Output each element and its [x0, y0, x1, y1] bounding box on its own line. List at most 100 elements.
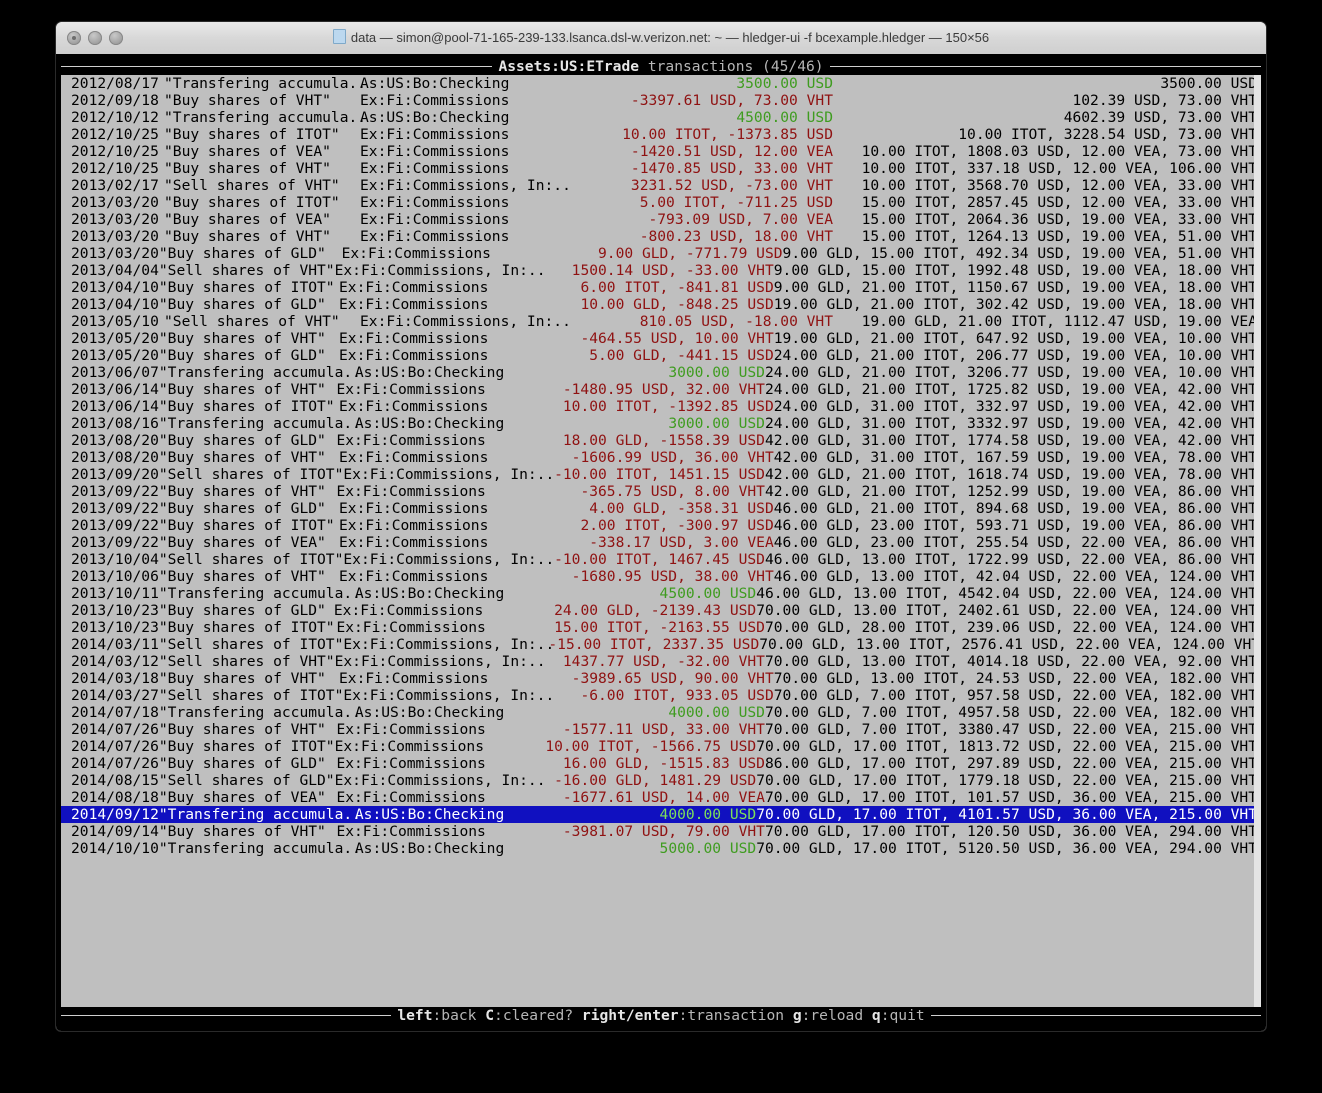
table-row[interactable]: 2013/06/07 "Transfering accumula.. As:US:B… — [61, 364, 1261, 381]
table-row[interactable]: 2013/03/20 "Buy shares of VHT" Ex:Fi:Commi… — [61, 228, 1261, 245]
close-button[interactable] — [67, 31, 81, 45]
row-balance: 46.00 GLD, 21.00 ITOT, 894.68 USD, 19.00… — [773, 500, 1257, 517]
table-row[interactable]: 2012/10/25 "Buy shares of VEA" Ex:Fi:Commi… — [61, 143, 1261, 160]
table-row[interactable]: 2014/09/12 "Transfering accumula.. As:US:B… — [61, 806, 1261, 823]
row-amount: -1680.95 USD, 38.00 VHT — [571, 568, 774, 585]
window-titlebar[interactable]: data — simon@pool-71-165-239-133.lsanca.… — [56, 22, 1266, 55]
row-description: "Transfering accumula.. — [164, 75, 367, 92]
table-row[interactable]: 2013/05/20 "Buy shares of VHT" Ex:Fi:Commi… — [61, 330, 1261, 347]
table-row[interactable]: 2014/08/18 "Buy shares of VEA" Ex:Fi:Commi… — [61, 789, 1261, 806]
row-amount: -3989.65 USD, 90.00 VHT — [571, 670, 774, 687]
table-row[interactable]: 2013/09/22 "Buy shares of GLD" Ex:Fi:Commi… — [61, 500, 1261, 517]
table-row[interactable]: 2013/08/20 "Buy shares of VHT" Ex:Fi:Commi… — [61, 449, 1261, 466]
table-row[interactable]: 2013/06/14 "Buy shares of ITOT" Ex:Fi:Comm… — [61, 398, 1261, 415]
row-amount: -365.75 USD, 8.00 VHT — [580, 483, 765, 500]
row-description: "Buy shares of VHT" — [164, 228, 331, 245]
table-row[interactable]: 2013/08/20 "Buy shares of GLD" Ex:Fi:Commi… — [61, 432, 1261, 449]
table-row[interactable]: 2014/03/18 "Buy shares of VHT" Ex:Fi:Commi… — [61, 670, 1261, 687]
minimize-button[interactable] — [88, 31, 102, 45]
table-row[interactable]: 2014/08/15 "Sell shares of GLD" Ex:Fi:Comm… — [61, 772, 1261, 789]
table-row[interactable]: 2013/10/04 "Sell shares of ITOT" Ex:Fi:Com… — [61, 551, 1261, 568]
row-description: "Transfering accumula.. — [158, 806, 361, 823]
table-row[interactable]: 2013/05/20 "Buy shares of GLD" Ex:Fi:Commi… — [61, 347, 1261, 364]
scrollbar-gutter[interactable] — [1254, 75, 1261, 1007]
table-row[interactable]: 2014/07/18 "Transfering accumula.. As:US:B… — [61, 704, 1261, 721]
table-row[interactable]: 2012/10/25 "Buy shares of VHT" Ex:Fi:Commi… — [61, 160, 1261, 177]
row-account: Ex:Fi:Commissions — [336, 789, 486, 806]
table-row[interactable]: 2013/09/22 "Buy shares of ITOT" Ex:Fi:Comm… — [61, 517, 1261, 534]
footer-action-cleared-: :cleared? — [494, 1007, 574, 1024]
footer-keybindings[interactable]: left:back C:cleared? right/enter:transac… — [391, 1007, 930, 1024]
row-amount: 1500.14 USD, -33.00 VHT — [571, 262, 774, 279]
row-amount: 3000.00 USD — [668, 415, 765, 432]
row-amount: -1577.11 USD, 33.00 VHT — [562, 721, 765, 738]
row-account: Ex:Fi:Commissions — [339, 279, 489, 296]
footer-action-quit: :quit — [880, 1007, 925, 1024]
table-row[interactable]: 2014/07/26 "Buy shares of GLD" Ex:Fi:Commi… — [61, 755, 1261, 772]
window-title: data — simon@pool-71-165-239-133.lsanca.… — [56, 22, 1266, 53]
row-date: 2014/07/26 — [71, 738, 159, 755]
row-description: "Buy shares of VEA" — [164, 211, 331, 228]
row-account: Ex:Fi:Commissions — [360, 211, 510, 228]
row-balance: 19.00 GLD, 21.00 ITOT, 647.92 USD, 19.00… — [773, 330, 1257, 347]
footer-key-left[interactable]: left — [397, 1007, 433, 1024]
table-row[interactable]: 2013/03/20 "Buy shares of GLD" Ex:Fi:Commi… — [61, 245, 1261, 262]
table-row[interactable]: 2012/10/12 "Transfering accumula.. As:US:B… — [61, 109, 1261, 126]
table-row[interactable]: 2013/10/23 "Buy shares of GLD" Ex:Fi:Commi… — [61, 602, 1261, 619]
table-row[interactable]: 2013/04/10 "Buy shares of ITOT" Ex:Fi:Comm… — [61, 279, 1261, 296]
table-row[interactable]: 2014/03/11 "Sell shares of ITOT" Ex:Fi:Com… — [61, 636, 1261, 653]
table-row[interactable]: 2013/03/20 "Buy shares of VEA" Ex:Fi:Commi… — [61, 211, 1261, 228]
row-description: "Sell shares of ITOT" — [158, 466, 344, 483]
table-row[interactable]: 2014/10/10 "Transfering accumula.. As:US:B… — [61, 840, 1261, 857]
zoom-button[interactable] — [109, 31, 123, 45]
table-row[interactable]: 2013/02/17 "Sell shares of VHT" Ex:Fi:Comm… — [61, 177, 1261, 194]
row-date: 2013/06/14 — [71, 381, 159, 398]
window-controls[interactable] — [67, 31, 123, 45]
row-description: "Sell shares of ITOT" — [158, 687, 344, 704]
hledger-ui-screen[interactable]: Assets:US:ETrade transactions (45/46) 20… — [61, 58, 1261, 1024]
row-account: Ex:Fi:Commissions — [339, 296, 489, 313]
table-row[interactable]: 2013/10/23 "Buy shares of ITOT" Ex:Fi:Comm… — [61, 619, 1261, 636]
table-row[interactable]: 2013/09/20 "Sell shares of ITOT" Ex:Fi:Com… — [61, 466, 1261, 483]
row-account: Ex:Fi:Commissions — [339, 670, 489, 687]
table-row[interactable]: 2013/03/20 "Buy shares of ITOT" Ex:Fi:Comm… — [61, 194, 1261, 211]
table-row[interactable]: 2012/10/25 "Buy shares of ITOT" Ex:Fi:Comm… — [61, 126, 1261, 143]
footer-action-transaction: :transaction — [678, 1007, 785, 1024]
row-balance: 46.00 GLD, 23.00 ITOT, 593.71 USD, 19.00… — [773, 517, 1257, 534]
table-row[interactable]: 2012/08/17 "Transfering accumula.. As:US:B… — [61, 75, 1261, 92]
table-row[interactable]: 2014/09/14 "Buy shares of VHT" Ex:Fi:Commi… — [61, 823, 1261, 840]
row-description: "Sell shares of VHT" — [158, 262, 335, 279]
footer-key-g[interactable]: g — [792, 1007, 802, 1024]
header-account: Assets:US:ETrade — [498, 58, 640, 75]
transaction-list[interactable]: 2012/08/17 "Transfering accumula.. As:US:B… — [61, 75, 1261, 1007]
table-row[interactable]: 2013/09/22 "Buy shares of VHT" Ex:Fi:Commi… — [61, 483, 1261, 500]
row-account: Ex:Fi:Commissions — [334, 738, 484, 755]
row-balance: 9.00 GLD, 15.00 ITOT, 492.34 USD, 19.00 … — [782, 245, 1257, 262]
table-row[interactable]: 2014/07/26 "Buy shares of VHT" Ex:Fi:Commi… — [61, 721, 1261, 738]
table-row[interactable]: 2013/08/16 "Transfering accumula.. As:US:B… — [61, 415, 1261, 432]
row-balance: 46.00 GLD, 13.00 ITOT, 1722.99 USD, 22.0… — [764, 551, 1257, 568]
table-row[interactable]: 2014/03/12 "Sell shares of VHT" Ex:Fi:Comm… — [61, 653, 1261, 670]
row-date: 2012/08/17 — [71, 75, 159, 92]
row-account: Ex:Fi:Commissions, In:.. — [334, 772, 546, 789]
footer-key-q[interactable]: q — [871, 1007, 881, 1024]
table-row[interactable]: 2014/03/27 "Sell shares of ITOT" Ex:Fi:Com… — [61, 687, 1261, 704]
table-row[interactable]: 2013/06/14 "Buy shares of VHT" Ex:Fi:Commi… — [61, 381, 1261, 398]
table-row[interactable]: 2014/07/26 "Buy shares of ITOT" Ex:Fi:Comm… — [61, 738, 1261, 755]
table-row[interactable]: 2013/04/04 "Sell shares of VHT" Ex:Fi:Comm… — [61, 262, 1261, 279]
table-row[interactable]: 2013/10/11 "Transfering accumula.. As:US:B… — [61, 585, 1261, 602]
row-balance: 42.00 GLD, 31.00 ITOT, 1774.58 USD, 19.0… — [764, 432, 1257, 449]
table-row[interactable]: 2013/09/22 "Buy shares of VEA" Ex:Fi:Commi… — [61, 534, 1261, 551]
table-row[interactable]: 2013/10/06 "Buy shares of VHT" Ex:Fi:Commi… — [61, 568, 1261, 585]
table-row[interactable]: 2012/09/18 "Buy shares of VHT" Ex:Fi:Commi… — [61, 92, 1261, 109]
table-row[interactable]: 2013/04/10 "Buy shares of GLD" Ex:Fi:Commi… — [61, 296, 1261, 313]
footer-key-C[interactable]: C — [485, 1007, 495, 1024]
row-amount: 4.00 GLD, -358.31 USD — [589, 500, 774, 517]
row-account: As:US:Bo:Checking — [360, 109, 510, 126]
table-row[interactable]: 2013/05/10 "Sell shares of VHT" Ex:Fi:Comm… — [61, 313, 1261, 330]
row-amount: 10.00 GLD, -848.25 USD — [580, 296, 774, 313]
row-account: Ex:Fi:Commissions — [360, 126, 510, 143]
footer-key-rightenter[interactable]: right/enter — [581, 1007, 679, 1024]
terminal-area[interactable]: Assets:US:ETrade transactions (45/46) 20… — [56, 54, 1266, 1031]
row-amount: -10.00 ITOT, 1467.45 USD — [554, 551, 765, 568]
